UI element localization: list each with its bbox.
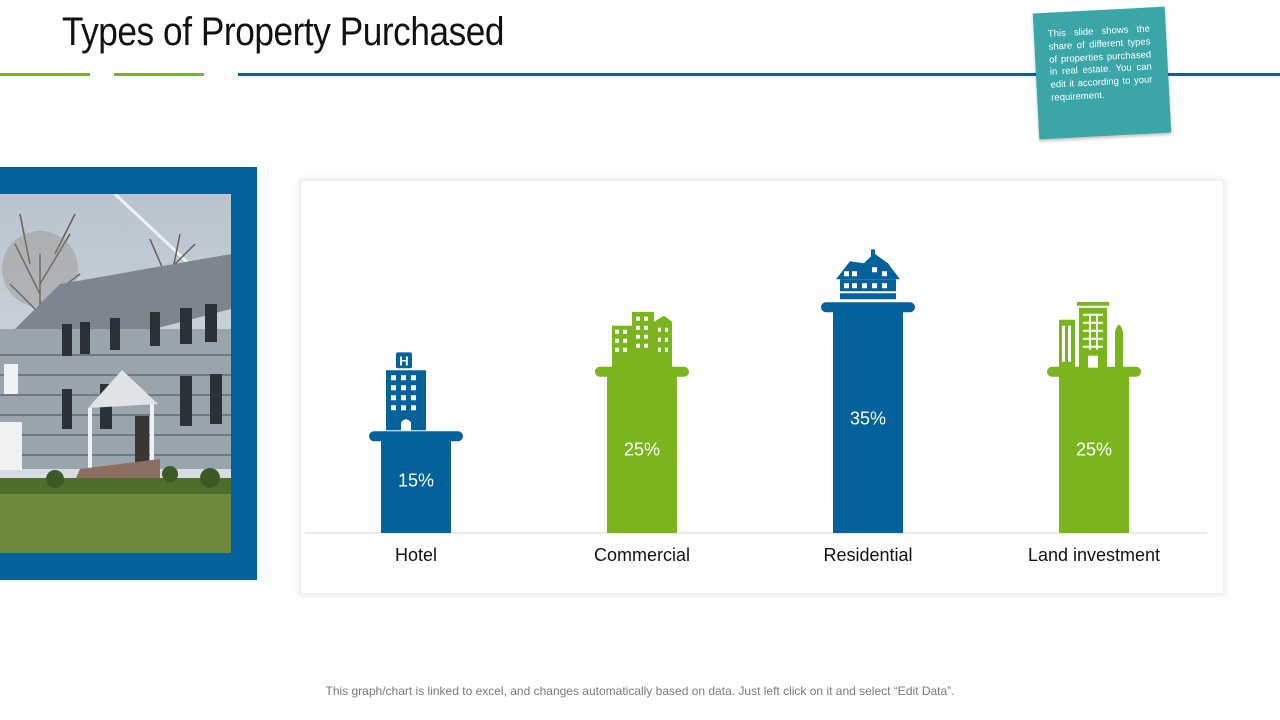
bar-residential[interactable] (833, 307, 903, 533)
bar-cap-residential (821, 302, 915, 313)
tick-label-hotel: Hotel (395, 545, 437, 565)
data-label-land-investment: 25% (1076, 440, 1112, 460)
sticky-note-text: This slide shows the share of different … (1047, 23, 1153, 104)
page-title: Types of Property Purchased (62, 10, 505, 54)
tick-label-commercial: Commercial (594, 545, 690, 565)
commercial-buildings-icon (612, 311, 672, 368)
title-rule-blue (238, 73, 1280, 76)
bar-cap-commercial (595, 366, 689, 377)
land-investment-icon (1059, 301, 1123, 368)
data-label-hotel: 15% (398, 471, 434, 491)
tick-label-residential: Residential (823, 545, 912, 565)
bar-land-investment[interactable] (1059, 371, 1129, 533)
photo-frame (0, 167, 257, 580)
house-photo (0, 194, 231, 553)
title-rule-green-1 (0, 73, 90, 76)
hotel-icon (386, 352, 426, 431)
sticky-note: This slide shows the share of different … (1032, 6, 1172, 140)
bar-cap-hotel (369, 431, 463, 442)
residential-house-icon (836, 249, 900, 300)
data-label-commercial: 25% (624, 440, 660, 460)
bar-commercial[interactable] (607, 371, 677, 533)
title-rule-green-2 (114, 73, 204, 76)
footer-note: This graph/chart is linked to excel, and… (325, 684, 955, 698)
chart-card: H (300, 180, 1224, 594)
bar-cap-land-investment (1047, 366, 1141, 377)
bar-chart[interactable]: H (301, 181, 1223, 593)
bar-hotel[interactable] (381, 436, 451, 533)
data-label-residential: 35% (850, 409, 886, 429)
tick-label-land-investment: Land investment (1028, 545, 1160, 565)
